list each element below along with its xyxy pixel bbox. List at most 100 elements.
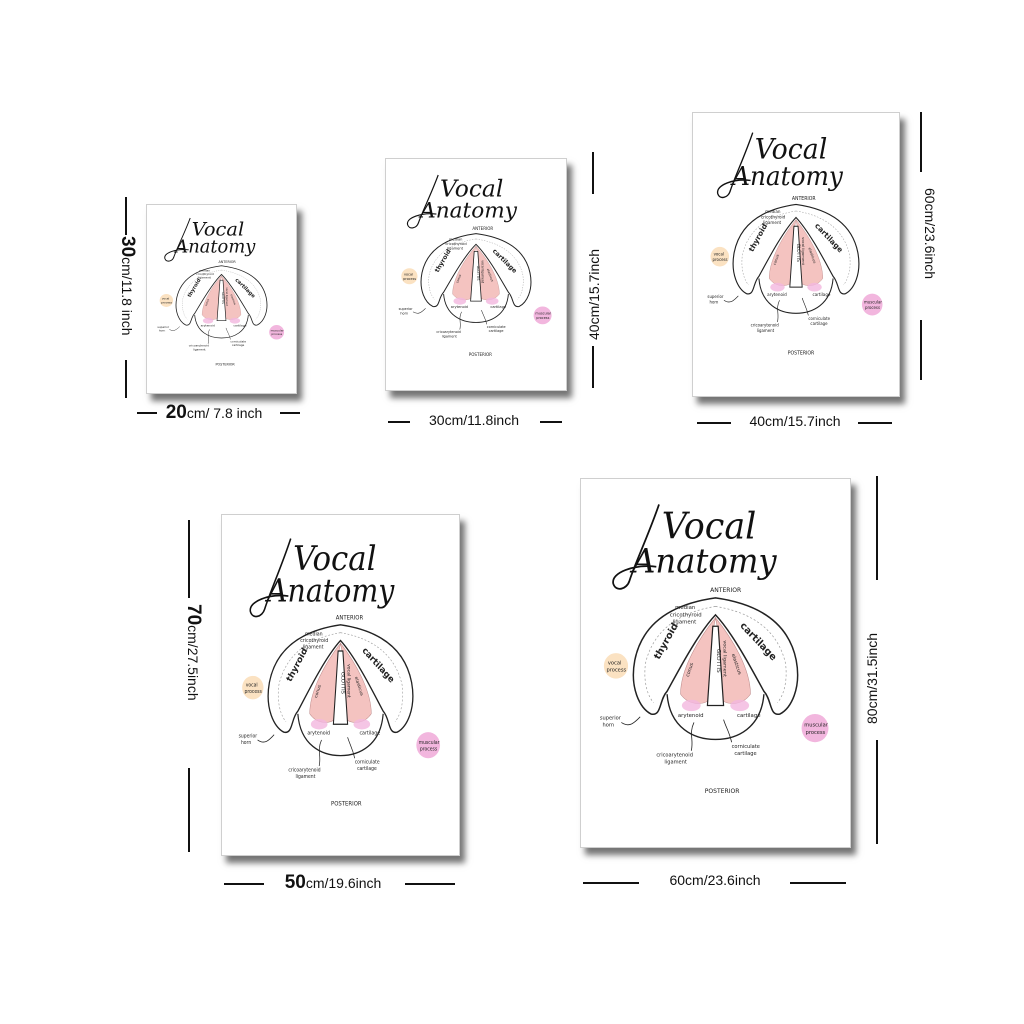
corniculate-label-2: cartilage	[734, 751, 756, 757]
arytenoid-label: arytenoid	[451, 305, 468, 309]
superior-horn-label-1: superior	[399, 307, 414, 311]
cricoarytenoid-label-2: ligament	[757, 328, 775, 333]
superior-horn-label-1: superior	[600, 716, 622, 722]
vocal-process-dot	[401, 268, 418, 285]
thyroid-inner-right	[475, 238, 524, 300]
arytenoid-label: arytenoid	[307, 731, 330, 737]
median-ligament-3: ligament	[672, 619, 697, 625]
cricoid-ring	[666, 694, 765, 741]
size-2-width-label: 30cm/11.8inch	[428, 412, 520, 428]
anterior-label: ANTERIOR	[792, 196, 816, 202]
muscular-process-dot	[269, 325, 285, 340]
posterior-label: POSTERIOR	[788, 351, 815, 357]
cricoarytenoid-arrow	[690, 722, 695, 751]
width-line-right	[790, 882, 846, 884]
muscular-process-label-2: process	[420, 746, 438, 752]
corniculate-arrow	[481, 309, 488, 325]
glottis-label: GLOTTIS	[715, 649, 721, 673]
median-ligament-2: cricothyroid	[300, 638, 328, 644]
poster-title-anatomy: Anatomy	[629, 541, 778, 581]
cricoarytenoid-label-1: cricoarytenoid	[288, 767, 320, 773]
conus-label: conus	[314, 684, 323, 699]
vocal-process-dot	[603, 653, 629, 679]
arytenoid-left-highlight	[770, 282, 785, 292]
title-flourish	[612, 504, 660, 590]
poster-artwork: Vocal Anatomy ANTERIOR GLOTTIS median cr…	[399, 174, 552, 357]
muscular-process-label-1: muscular	[271, 329, 285, 333]
median-ligament-1: median	[449, 238, 462, 242]
arytenoid-label: arytenoid	[678, 713, 704, 719]
muscular-process-label-2: process	[536, 316, 549, 320]
height-line-bottom	[188, 768, 190, 852]
superior-horn-arrow	[169, 326, 180, 331]
size-1-width-label: 20cm/ 7.8 inch	[165, 402, 263, 423]
height-line-top	[188, 520, 190, 598]
height-line-bottom	[592, 346, 594, 388]
glottis-label: GLOTTIS	[221, 292, 225, 304]
cricoarytenoid-arrow	[318, 739, 322, 767]
vocal-process-label-1: vocal	[714, 251, 724, 256]
vocal-process-dot	[710, 246, 730, 267]
superior-horn-label-2: horn	[603, 723, 615, 729]
superior-horn-label-1: superior	[157, 325, 169, 329]
muscular-process-label-1: muscular	[419, 740, 440, 746]
corniculate-arrow	[801, 297, 809, 316]
vocal-process-label-1: vocal	[162, 297, 170, 301]
muscular-process-label-2: process	[865, 305, 880, 310]
conus-left	[680, 616, 716, 704]
thyroid-cartilage-shape	[267, 624, 414, 733]
thyroid-inner-right	[340, 632, 403, 722]
cricoarytenoid-label-2: ligament	[193, 347, 206, 351]
vocal-ligament-label: vocal ligament	[722, 640, 728, 677]
thyroid-cartilage-shape	[175, 265, 268, 326]
title-flourish	[249, 538, 292, 618]
arytenoid-cartilage-label: cartilage	[233, 324, 246, 328]
median-ligament-2: cricothyroid	[670, 612, 702, 618]
height-line-bottom	[920, 320, 922, 380]
cricoarytenoid-arrow	[207, 329, 210, 344]
conus-label: conus	[205, 298, 211, 307]
median-ligament-1: median	[199, 269, 210, 273]
thyroid-cartilage-shape	[732, 203, 860, 295]
height-line-top	[920, 112, 922, 172]
arytenoid-right-highlight	[730, 699, 750, 712]
cricoid-ring	[443, 294, 509, 323]
conus-right	[715, 616, 751, 704]
poster-title-anatomy: Anatomy	[264, 573, 395, 610]
muscular-process-dot	[801, 713, 829, 743]
superior-horn-label-2: horn	[159, 329, 166, 333]
thyroid-cartilage-shape	[632, 597, 799, 715]
median-ligament-1: median	[765, 209, 781, 214]
height-line-top	[876, 476, 878, 580]
vocal-ligament-label: vocal ligament	[801, 237, 805, 266]
poster-title-vocal: Vocal	[192, 219, 244, 241]
superior-horn-label-2: horn	[241, 740, 251, 746]
muscular-process-dot	[533, 306, 552, 325]
corniculate-arrow	[347, 737, 356, 759]
arytenoid-cartilage-label: cartilage	[737, 713, 761, 719]
size-4-height-label: 70cm/27.5inch	[183, 604, 204, 701]
cricoarytenoid-arrow	[777, 300, 780, 323]
glottis-shape	[706, 625, 725, 707]
cricoarytenoid-label-1: cricoarytenoid	[189, 344, 209, 348]
arytenoid-right-highlight	[229, 317, 241, 324]
arytenoid-cartilage-label: cartilage	[490, 305, 506, 309]
muscular-process-label-1: muscular	[535, 312, 551, 316]
vocal-process-dot	[159, 293, 174, 307]
elasticus-label: elasticus	[486, 268, 495, 282]
median-ligament-2: cricothyroid	[761, 214, 786, 219]
anterior-label: ANTERIOR	[336, 615, 364, 621]
thyroid-inner-right	[715, 606, 787, 703]
median-ligament-3: ligament	[303, 644, 324, 650]
poster-artwork: Vocal Anatomy ANTERIOR GLOTTIS median cr…	[239, 538, 441, 807]
glottis-shape	[789, 225, 803, 288]
poster-title-anatomy: Anatomy	[730, 160, 843, 191]
vocal-ligament-label: vocal ligament	[480, 260, 484, 284]
median-ligament-3: ligament	[763, 220, 781, 225]
median-ligament-3: ligament	[198, 276, 212, 280]
arytenoid-label: arytenoid	[767, 292, 787, 297]
glottis-shape	[216, 279, 227, 322]
width-line-left	[697, 422, 731, 424]
elasticus-label: elasticus	[807, 247, 816, 264]
posterior-label: POSTERIOR	[469, 352, 492, 357]
